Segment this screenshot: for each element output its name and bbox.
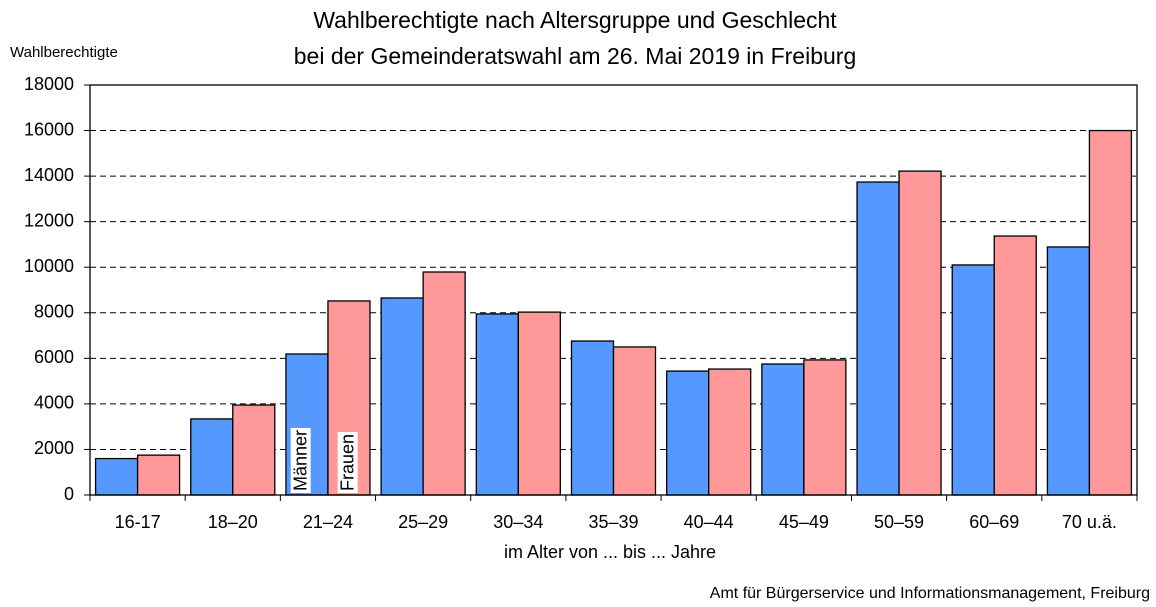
y-tick-label: 6000	[34, 347, 74, 367]
y-axis-label: Wahlberechtigte	[10, 44, 118, 61]
x-tick-label: 45–49	[779, 512, 829, 532]
bar	[951, 264, 995, 496]
bar	[666, 370, 710, 496]
y-tick-label: 0	[64, 484, 74, 504]
bar	[136, 454, 181, 496]
y-tick-label: 16000	[24, 119, 74, 139]
x-tick-label: 35–39	[588, 512, 638, 532]
y-tick-label: 18000	[24, 74, 74, 94]
bar	[422, 271, 466, 496]
x-tick-label: 70 u.ä.	[1062, 512, 1117, 532]
bar	[190, 418, 234, 496]
bar	[761, 363, 805, 496]
bar	[612, 346, 657, 496]
source: Amt für Bürgerservice und Informationsma…	[710, 585, 1150, 602]
y-tick-label: 12000	[24, 210, 74, 230]
bar	[708, 368, 752, 496]
legend-box	[337, 431, 358, 493]
y-tick-label: 8000	[34, 302, 74, 322]
bar	[856, 181, 900, 496]
legend-label: Frauen	[338, 434, 358, 491]
x-tick-label: 21–24	[303, 512, 353, 532]
bar	[803, 359, 847, 496]
y-tick-label: 14000	[24, 165, 74, 185]
x-tick-label: 60–69	[969, 512, 1019, 532]
x-axis-label: im Alter von ... bis ... Jahre	[504, 542, 716, 562]
y-tick-label: 2000	[34, 438, 74, 458]
x-tick-label: 25–29	[398, 512, 448, 532]
legend-box	[290, 427, 311, 493]
bar	[1046, 246, 1091, 496]
legend-label: Männer	[291, 430, 311, 491]
x-tick-label: 30–34	[493, 512, 543, 532]
x-tick-label: 50–59	[874, 512, 924, 532]
y-tick-label: 4000	[34, 393, 74, 413]
bar	[570, 340, 615, 496]
bar	[232, 404, 276, 496]
bar	[1088, 129, 1133, 496]
bar	[380, 297, 424, 496]
x-tick-label: 16-17	[115, 512, 161, 532]
plot-frame	[89, 84, 1138, 496]
bar	[993, 235, 1037, 496]
bar	[475, 313, 519, 496]
y-tick-label: 10000	[24, 256, 74, 276]
x-tick-label: 40–44	[684, 512, 734, 532]
chart-title: Wahlberechtigte nach Altersgruppe und Ge…	[313, 7, 837, 33]
chart-title: bei der Gemeinderatswahl am 26. Mai 2019…	[294, 43, 857, 69]
bar	[898, 170, 942, 496]
x-tick-label: 18–20	[208, 512, 258, 532]
bar	[517, 311, 561, 496]
bar	[94, 457, 139, 496]
